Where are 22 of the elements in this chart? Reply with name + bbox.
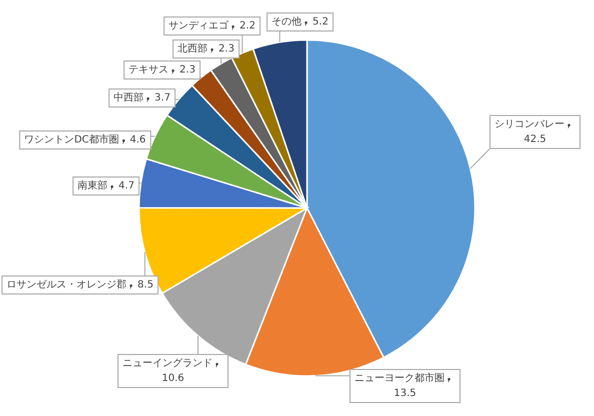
data-label: 4.6 <box>130 134 146 146</box>
data-label: 8.5 <box>138 280 154 290</box>
slice-label: ニューイングランド <box>122 358 212 369</box>
data-label: 5.2 <box>312 16 328 28</box>
data-label: 4.7 <box>118 180 134 192</box>
slice-label: その他 <box>272 16 302 28</box>
slice-label: サンディエゴ <box>168 20 229 32</box>
slice-label: ニューヨーク都市圏 <box>354 373 444 384</box>
data-label: 10.6 <box>162 373 184 384</box>
slice-label: ロサンゼルス・オレンジ郡 <box>6 280 127 290</box>
slice-label: テキサス <box>128 64 169 76</box>
data-label: 42.5 <box>524 134 546 145</box>
data-label: 2.3 <box>180 64 196 76</box>
data-label: 2.3 <box>218 44 234 54</box>
slice-label: シリコンバレー <box>494 119 564 130</box>
slice-label: 南東部 <box>78 180 108 192</box>
slice-label: 北西部 <box>178 44 208 54</box>
data-label: 13.5 <box>394 388 416 399</box>
data-label: 2.2 <box>240 20 256 32</box>
slice-label: 中西部 <box>114 92 144 104</box>
slice-label: ワシントンDC都市圏 <box>24 134 119 146</box>
data-label: 3.7 <box>154 92 170 104</box>
